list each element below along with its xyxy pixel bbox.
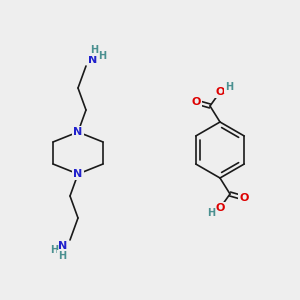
Text: O: O — [191, 97, 201, 107]
Text: N: N — [88, 55, 98, 65]
Text: N: N — [74, 169, 82, 179]
Text: O: O — [215, 203, 225, 213]
Text: O: O — [215, 87, 225, 97]
Text: N: N — [74, 127, 82, 137]
Text: H: H — [98, 51, 106, 61]
Text: H: H — [90, 45, 98, 55]
Text: H: H — [207, 208, 215, 218]
Text: H: H — [50, 245, 58, 255]
Text: O: O — [239, 193, 249, 203]
Text: N: N — [58, 241, 68, 251]
Text: H: H — [225, 82, 233, 92]
Text: H: H — [58, 251, 66, 261]
